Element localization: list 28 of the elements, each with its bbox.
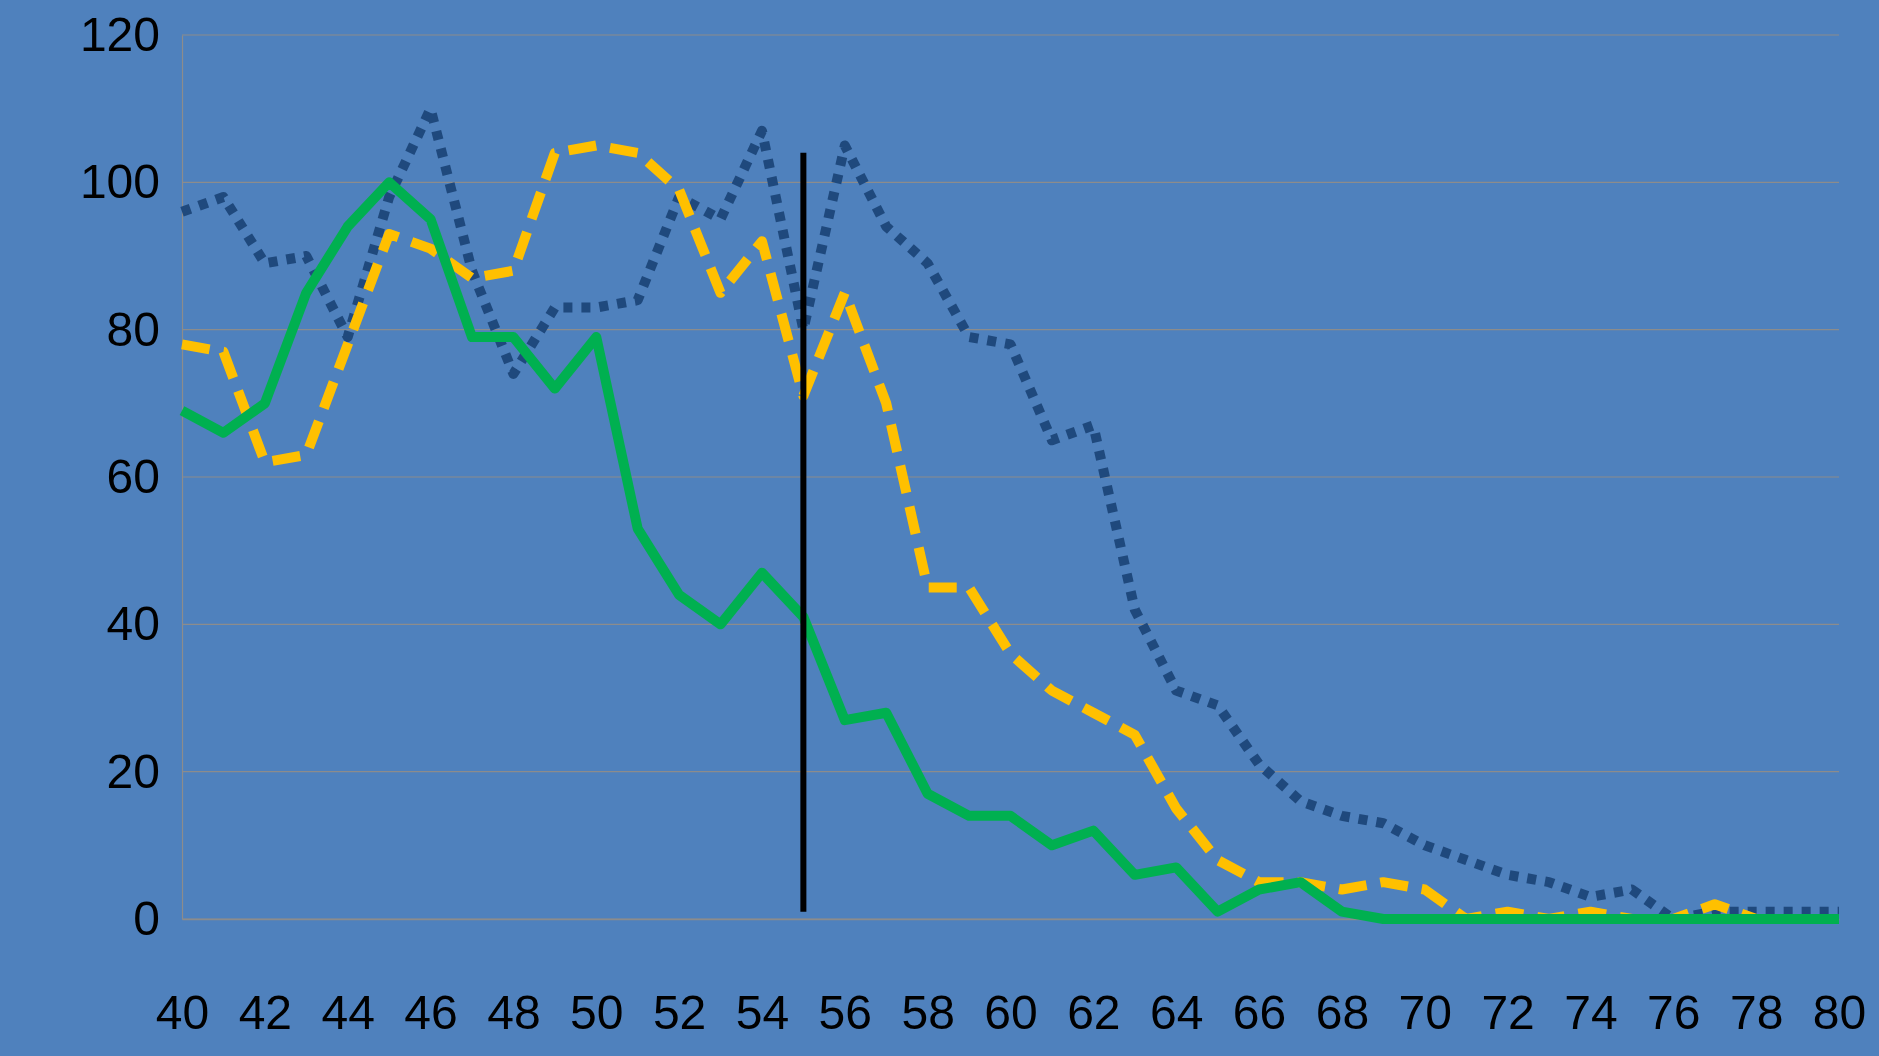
y-tick-label: 0 [133,891,160,945]
x-tick-label: 74 [1564,986,1618,1040]
y-tick-label: 60 [106,449,160,503]
x-tick-label: 48 [487,986,541,1040]
x-tick-label: 64 [1150,986,1204,1040]
x-tick-label: 42 [238,986,293,1040]
y-tick-label: 20 [106,744,160,798]
x-tick-label: 44 [321,986,375,1040]
y-tick-label: 100 [79,155,160,209]
x-tick-label: 66 [1232,986,1287,1040]
y-tick-label: 40 [106,597,160,651]
x-tick-label: 60 [984,986,1038,1040]
x-tick-label: 46 [404,986,458,1040]
y-tick-label: 120 [79,7,160,61]
x-tick-label: 80 [1812,986,1867,1040]
x-tick-label: 70 [1398,986,1452,1040]
x-tick-label: 72 [1481,986,1535,1040]
x-tick-label: 76 [1647,986,1701,1040]
y-tick-label: 80 [106,302,160,356]
x-tick-label: 78 [1729,986,1784,1040]
x-tick-label: 68 [1315,986,1370,1040]
x-tick-label: 62 [1067,986,1121,1040]
x-tick-label: 40 [155,986,210,1040]
x-tick-label: 50 [570,986,624,1040]
x-tick-label: 56 [818,986,872,1040]
x-tick-label: 54 [735,986,790,1040]
x-tick-label: 52 [652,986,707,1040]
x-tick-label: 58 [901,986,955,1040]
